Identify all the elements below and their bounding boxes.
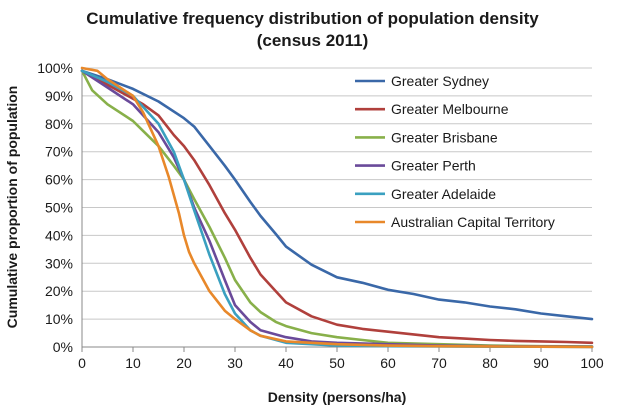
legend: Greater Sydney Greater Melbourne Greater B… — [355, 73, 555, 230]
tick-labels: 0% 10% 20% 30% 40% 50% 60% 70% 80% 90% 100% 0 10 20 30… — [37, 60, 604, 371]
x-tick-label: 50 — [329, 355, 345, 371]
x-axis-title: Density (persons/ha) — [268, 389, 406, 405]
series-lines — [80, 66, 594, 349]
series-line-greater-melbourne — [80, 69, 594, 345]
series-line-greater-brisbane — [80, 69, 594, 348]
legend-label: Australian Capital Territory — [391, 214, 555, 230]
x-tick-label: 90 — [533, 355, 549, 371]
series-line-greater-adelaide — [80, 69, 594, 349]
x-tick-label: 70 — [431, 355, 447, 371]
x-tick-label: 10 — [125, 355, 141, 371]
x-tick-label: 30 — [227, 355, 243, 371]
legend-label: Greater Adelaide — [391, 186, 496, 202]
x-tick-label: 100 — [580, 355, 604, 371]
legend-label: Greater Melbourne — [391, 101, 509, 117]
legend-label: Greater Perth — [391, 158, 476, 174]
x-tick-label: 80 — [482, 355, 498, 371]
y-tick-label: 100% — [37, 60, 73, 76]
y-tick-label: 10% — [45, 311, 73, 327]
series-line-australian-capital-territory — [80, 66, 594, 349]
y-tick-label: 30% — [45, 255, 73, 271]
y-tick-label: 80% — [45, 116, 73, 132]
chart-title: Cumulative frequency distribution of pop… — [0, 8, 625, 52]
series-line-greater-sydney — [80, 69, 594, 321]
y-tick-label: 60% — [45, 172, 73, 188]
y-tick-label: 40% — [45, 227, 73, 243]
x-tick-label: 0 — [78, 355, 86, 371]
x-tick-label: 40 — [278, 355, 294, 371]
y-tick-label: 50% — [45, 200, 73, 216]
chart-title-line-1: Cumulative frequency distribution of pop… — [86, 9, 539, 28]
legend-label: Greater Sydney — [391, 73, 489, 89]
x-tick-label: 20 — [176, 355, 192, 371]
y-tick-label: 20% — [45, 283, 73, 299]
series-line-greater-perth — [80, 69, 594, 349]
x-tick-label: 60 — [380, 355, 396, 371]
chart-title-line-2: (census 2011) — [256, 31, 369, 50]
gridlines — [82, 67, 592, 320]
y-tick-label: 0% — [53, 339, 73, 355]
y-tick-label: 90% — [45, 88, 73, 104]
y-axis-title: Cumulative proportion of population — [4, 86, 20, 329]
y-tick-label: 70% — [45, 144, 73, 160]
legend-label: Greater Brisbane — [391, 129, 498, 145]
